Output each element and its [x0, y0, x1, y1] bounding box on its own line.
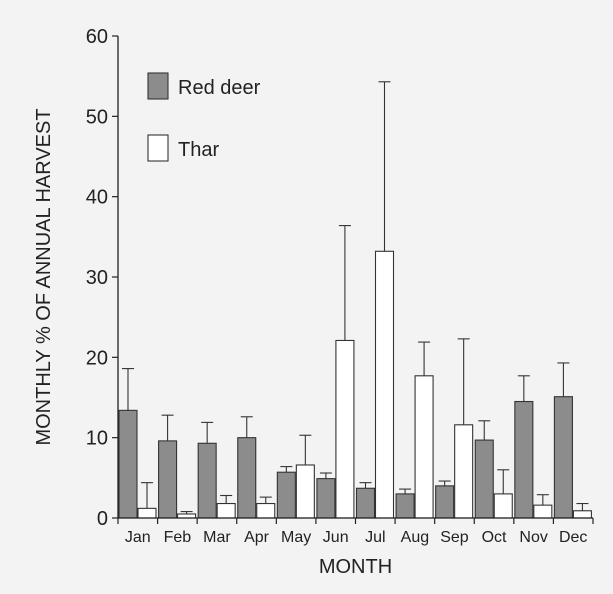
x-axis-title: MONTH: [319, 556, 392, 578]
thar-error-bar-may: [299, 434, 312, 465]
x-tick-label: Sep: [440, 529, 469, 546]
legend: Red deer Thar: [147, 72, 261, 162]
axes-layer: [112, 35, 594, 524]
red-deer-bar-oct: [474, 439, 494, 519]
thar-bar-may: [295, 464, 315, 519]
x-tick-label: Oct: [482, 529, 507, 546]
red-deer-bar-sep: [435, 485, 455, 519]
red-deer-bar-apr: [237, 437, 257, 519]
y-tick-label: 0: [97, 508, 108, 530]
legend-item-thar: Thar: [147, 134, 219, 162]
red-deer-bar-may: [276, 471, 296, 519]
labels-layer: 0 10 20 30 40 50 60 Jan Feb Mar Apr May Jun Jul Aug Sep…: [33, 26, 587, 578]
red-deer-bar-dec: [553, 396, 573, 519]
red-deer-error-bar-oct: [478, 420, 491, 441]
thar-error-bar-jun: [338, 225, 351, 341]
red-deer-bar-feb: [158, 440, 178, 519]
red-deer-bar-jul: [355, 487, 376, 519]
red-deer-error-bar-apr: [240, 416, 253, 438]
x-tick-label: Apr: [244, 529, 270, 546]
thar-bar-dec: [572, 510, 592, 519]
thar-error-bar-apr: [259, 496, 272, 504]
x-tick-label: Dec: [559, 529, 587, 546]
thar-error-bar-mar: [220, 494, 233, 504]
red-deer-error-bar-aug: [399, 488, 412, 494]
legend-swatch-red-deer: [147, 72, 169, 100]
thar-error-bar-sep: [457, 338, 470, 425]
red-deer-bar-aug: [395, 493, 415, 519]
y-tick-label: 40: [86, 187, 108, 209]
y-tick-label: 30: [86, 267, 108, 289]
red-deer-error-bar-dec: [557, 362, 570, 397]
thar-bar-nov: [533, 504, 553, 519]
thar-error-bar-feb: [180, 511, 193, 514]
thar-error-bar-jul: [378, 81, 391, 252]
thar-bar-jun: [335, 339, 355, 519]
x-tick-label: May: [281, 529, 311, 546]
thar-bar-sep: [454, 424, 474, 519]
red-deer-error-bar-sep: [438, 480, 451, 486]
red-deer-error-bar-may: [280, 466, 293, 473]
y-tick-label: 20: [86, 347, 108, 369]
thar-error-bar-aug: [418, 341, 431, 376]
thar-bar-mar: [216, 502, 236, 519]
thar-bar-jan: [137, 507, 157, 519]
red-deer-bar-nov: [514, 400, 534, 519]
legend-label-thar: Thar: [178, 139, 219, 161]
red-deer-bar-jun: [316, 478, 336, 519]
thar-error-bar-oct: [497, 469, 510, 494]
bars-layer: [118, 250, 592, 519]
x-tick-label: Jun: [323, 529, 349, 546]
x-tick-label: Nov: [519, 529, 547, 546]
x-tick-label: Jul: [365, 529, 385, 546]
legend-swatch-thar: [147, 134, 169, 162]
thar-error-bar-nov: [536, 494, 549, 506]
thar-bar-aug: [414, 375, 434, 519]
x-tick-label: Mar: [203, 529, 231, 546]
x-tick-label: Aug: [401, 529, 429, 546]
red-deer-error-bar-feb: [161, 414, 174, 441]
red-deer-error-bar-nov: [517, 375, 530, 402]
thar-bar-jul: [374, 250, 395, 519]
legend-label-red-deer: Red deer: [178, 77, 261, 99]
error-bars-layer: [122, 81, 589, 514]
thar-error-bar-jan: [141, 482, 153, 509]
red-deer-error-bar-mar: [201, 421, 214, 444]
red-deer-bar-jan: [118, 409, 138, 519]
thar-bar-oct: [493, 493, 513, 519]
y-tick-label: 50: [86, 106, 108, 128]
y-axis-title: MONTHLY % OF ANNUAL HARVEST: [33, 108, 55, 445]
red-deer-error-bar-jul: [359, 482, 372, 489]
y-tick-label: 10: [86, 428, 108, 450]
thar-bar-apr: [256, 502, 276, 519]
red-deer-error-bar-jun: [319, 472, 332, 479]
thar-error-bar-dec: [576, 502, 589, 511]
y-tick-label: 60: [86, 26, 108, 48]
red-deer-bar-mar: [197, 442, 217, 519]
x-tick-label: Feb: [164, 529, 192, 546]
x-tick-label: Jan: [125, 529, 151, 546]
legend-item-red-deer: Red deer: [147, 72, 261, 100]
red-deer-error-bar-jan: [122, 368, 134, 411]
